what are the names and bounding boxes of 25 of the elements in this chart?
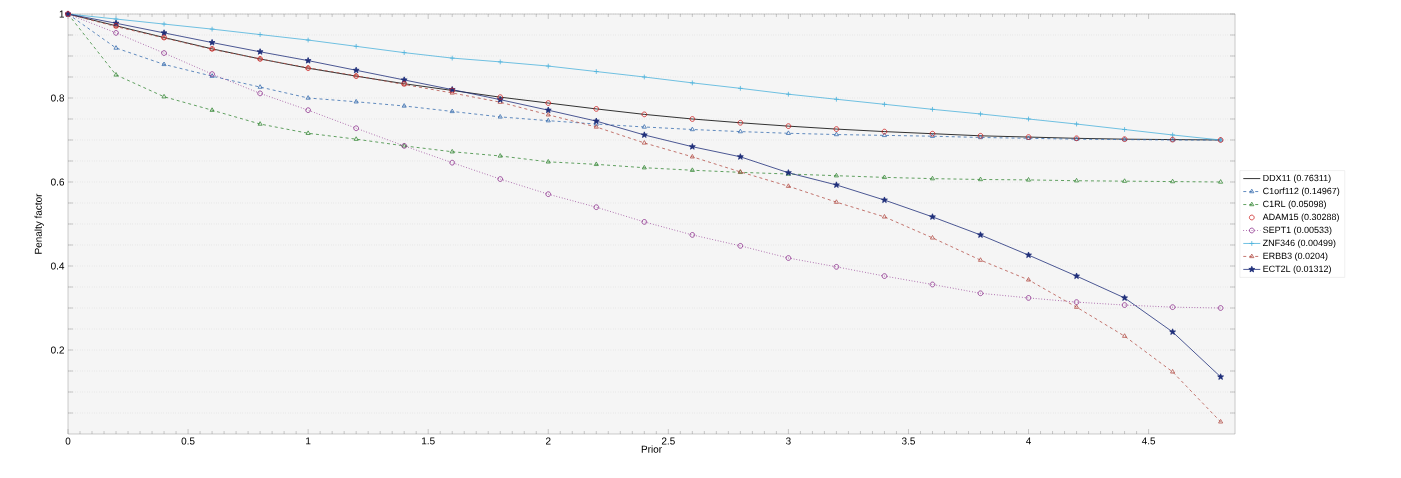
x-axis-title: Prior bbox=[641, 445, 662, 453]
legend-label: ADAM15 (0.30288) bbox=[1262, 213, 1339, 222]
x-tick-label: 0 bbox=[65, 437, 71, 445]
y-tick-label: 0.8 bbox=[51, 94, 65, 102]
legend-label: C1RL (0.05098) bbox=[1263, 200, 1326, 209]
x-tick-label: 3.5 bbox=[901, 437, 915, 445]
y-tick-label: 0.4 bbox=[51, 262, 65, 270]
legend-label: ERBB3 (0.0204) bbox=[1263, 252, 1328, 261]
x-tick-label: 0.5 bbox=[181, 437, 195, 445]
y-axis-title: Penalty factor bbox=[34, 193, 44, 254]
x-tick-label: 1 bbox=[306, 437, 311, 445]
y-tick-label: 0.6 bbox=[51, 178, 65, 186]
x-tick-label: 2 bbox=[545, 437, 551, 445]
legend-label: DDX11 (0.76311) bbox=[1263, 174, 1331, 183]
legend-label: ECT2L (0.01312) bbox=[1263, 265, 1331, 274]
legend-label: SEPT1 (0.00533) bbox=[1263, 226, 1332, 235]
x-tick-label: 2.5 bbox=[661, 437, 675, 445]
legend-label: C1orf112 (0.14967) bbox=[1263, 187, 1340, 196]
legend-label: ZNF346 (0.00499) bbox=[1262, 239, 1336, 248]
x-tick-label: 1.5 bbox=[422, 437, 435, 445]
y-tick-label: 0.2 bbox=[51, 346, 64, 354]
y-tick-label: 1 bbox=[59, 10, 64, 18]
x-tick-label: 3 bbox=[786, 437, 791, 445]
x-tick-label: 4 bbox=[1025, 437, 1031, 445]
x-tick-label: 4.5 bbox=[1141, 437, 1156, 445]
